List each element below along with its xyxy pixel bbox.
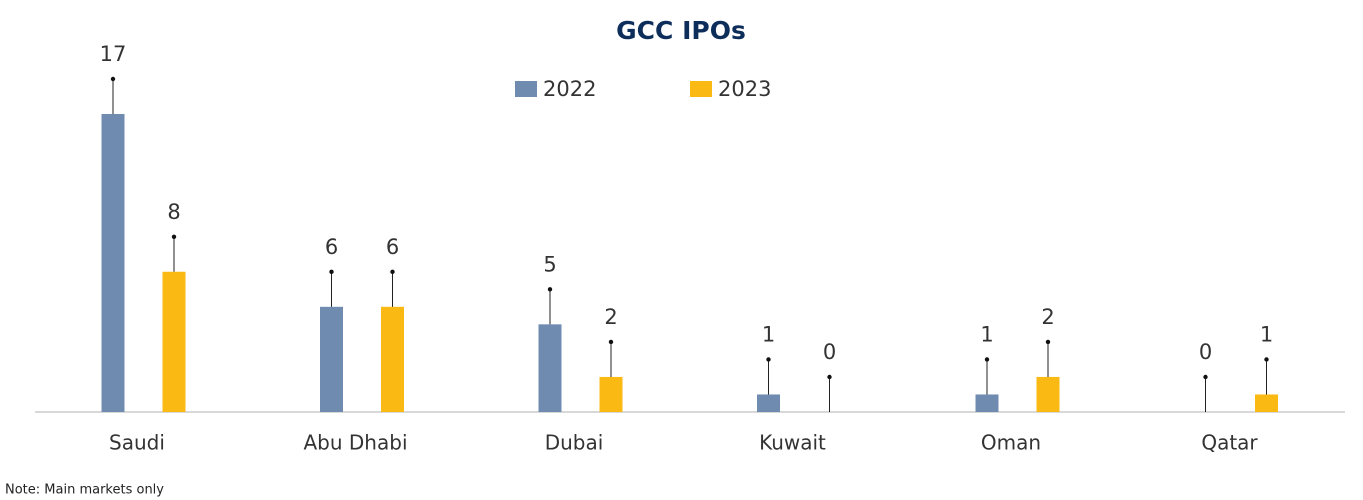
leader-dot [390, 269, 395, 275]
value-label: 6 [386, 235, 399, 259]
value-label: 1 [762, 322, 775, 346]
leader-dot [984, 357, 990, 362]
value-label: 6 [325, 235, 338, 259]
bar [1255, 394, 1278, 412]
leader-dot [547, 287, 553, 292]
x-tick-label: Abu Dhabi [304, 431, 408, 455]
bar [320, 306, 343, 412]
leader-dot [171, 234, 177, 239]
value-label: 2 [604, 305, 617, 329]
legend-label: 2023 [718, 77, 771, 101]
leader-dot [827, 374, 832, 380]
bar [599, 376, 623, 412]
leader-dot [766, 357, 771, 362]
chart-title: GCC IPOs [616, 16, 746, 45]
legend-swatch [515, 81, 537, 97]
x-tick-label: Saudi [109, 431, 165, 455]
x-tick-label: Qatar [1201, 431, 1258, 455]
value-label: 1 [980, 322, 993, 346]
note: Note: Main markets only [5, 483, 164, 498]
legend-label: 2022 [543, 77, 596, 101]
x-tick-label: Dubai [545, 431, 604, 455]
leader-dot [608, 339, 614, 345]
leader-dot [1203, 374, 1208, 380]
leader-dot [329, 269, 334, 275]
value-label: 5 [543, 252, 556, 276]
x-tick-label: Kuwait [759, 431, 826, 455]
bar [162, 271, 186, 412]
bar [101, 114, 125, 412]
bar [757, 394, 780, 412]
value-label: 1 [1260, 322, 1273, 346]
value-label: 8 [167, 200, 180, 224]
bar [975, 394, 999, 412]
bar [1036, 376, 1060, 412]
value-label: 0 [823, 340, 836, 364]
value-label: 0 [1199, 340, 1212, 364]
value-label: 17 [100, 42, 127, 66]
leader-dot [1045, 339, 1051, 345]
leader-dot [1264, 357, 1269, 362]
leader-dot [110, 76, 116, 82]
legend-swatch [690, 81, 712, 97]
x-tick-label: Oman [981, 431, 1041, 455]
bar [381, 306, 404, 412]
bar [538, 324, 562, 412]
value-label: 2 [1041, 305, 1054, 329]
